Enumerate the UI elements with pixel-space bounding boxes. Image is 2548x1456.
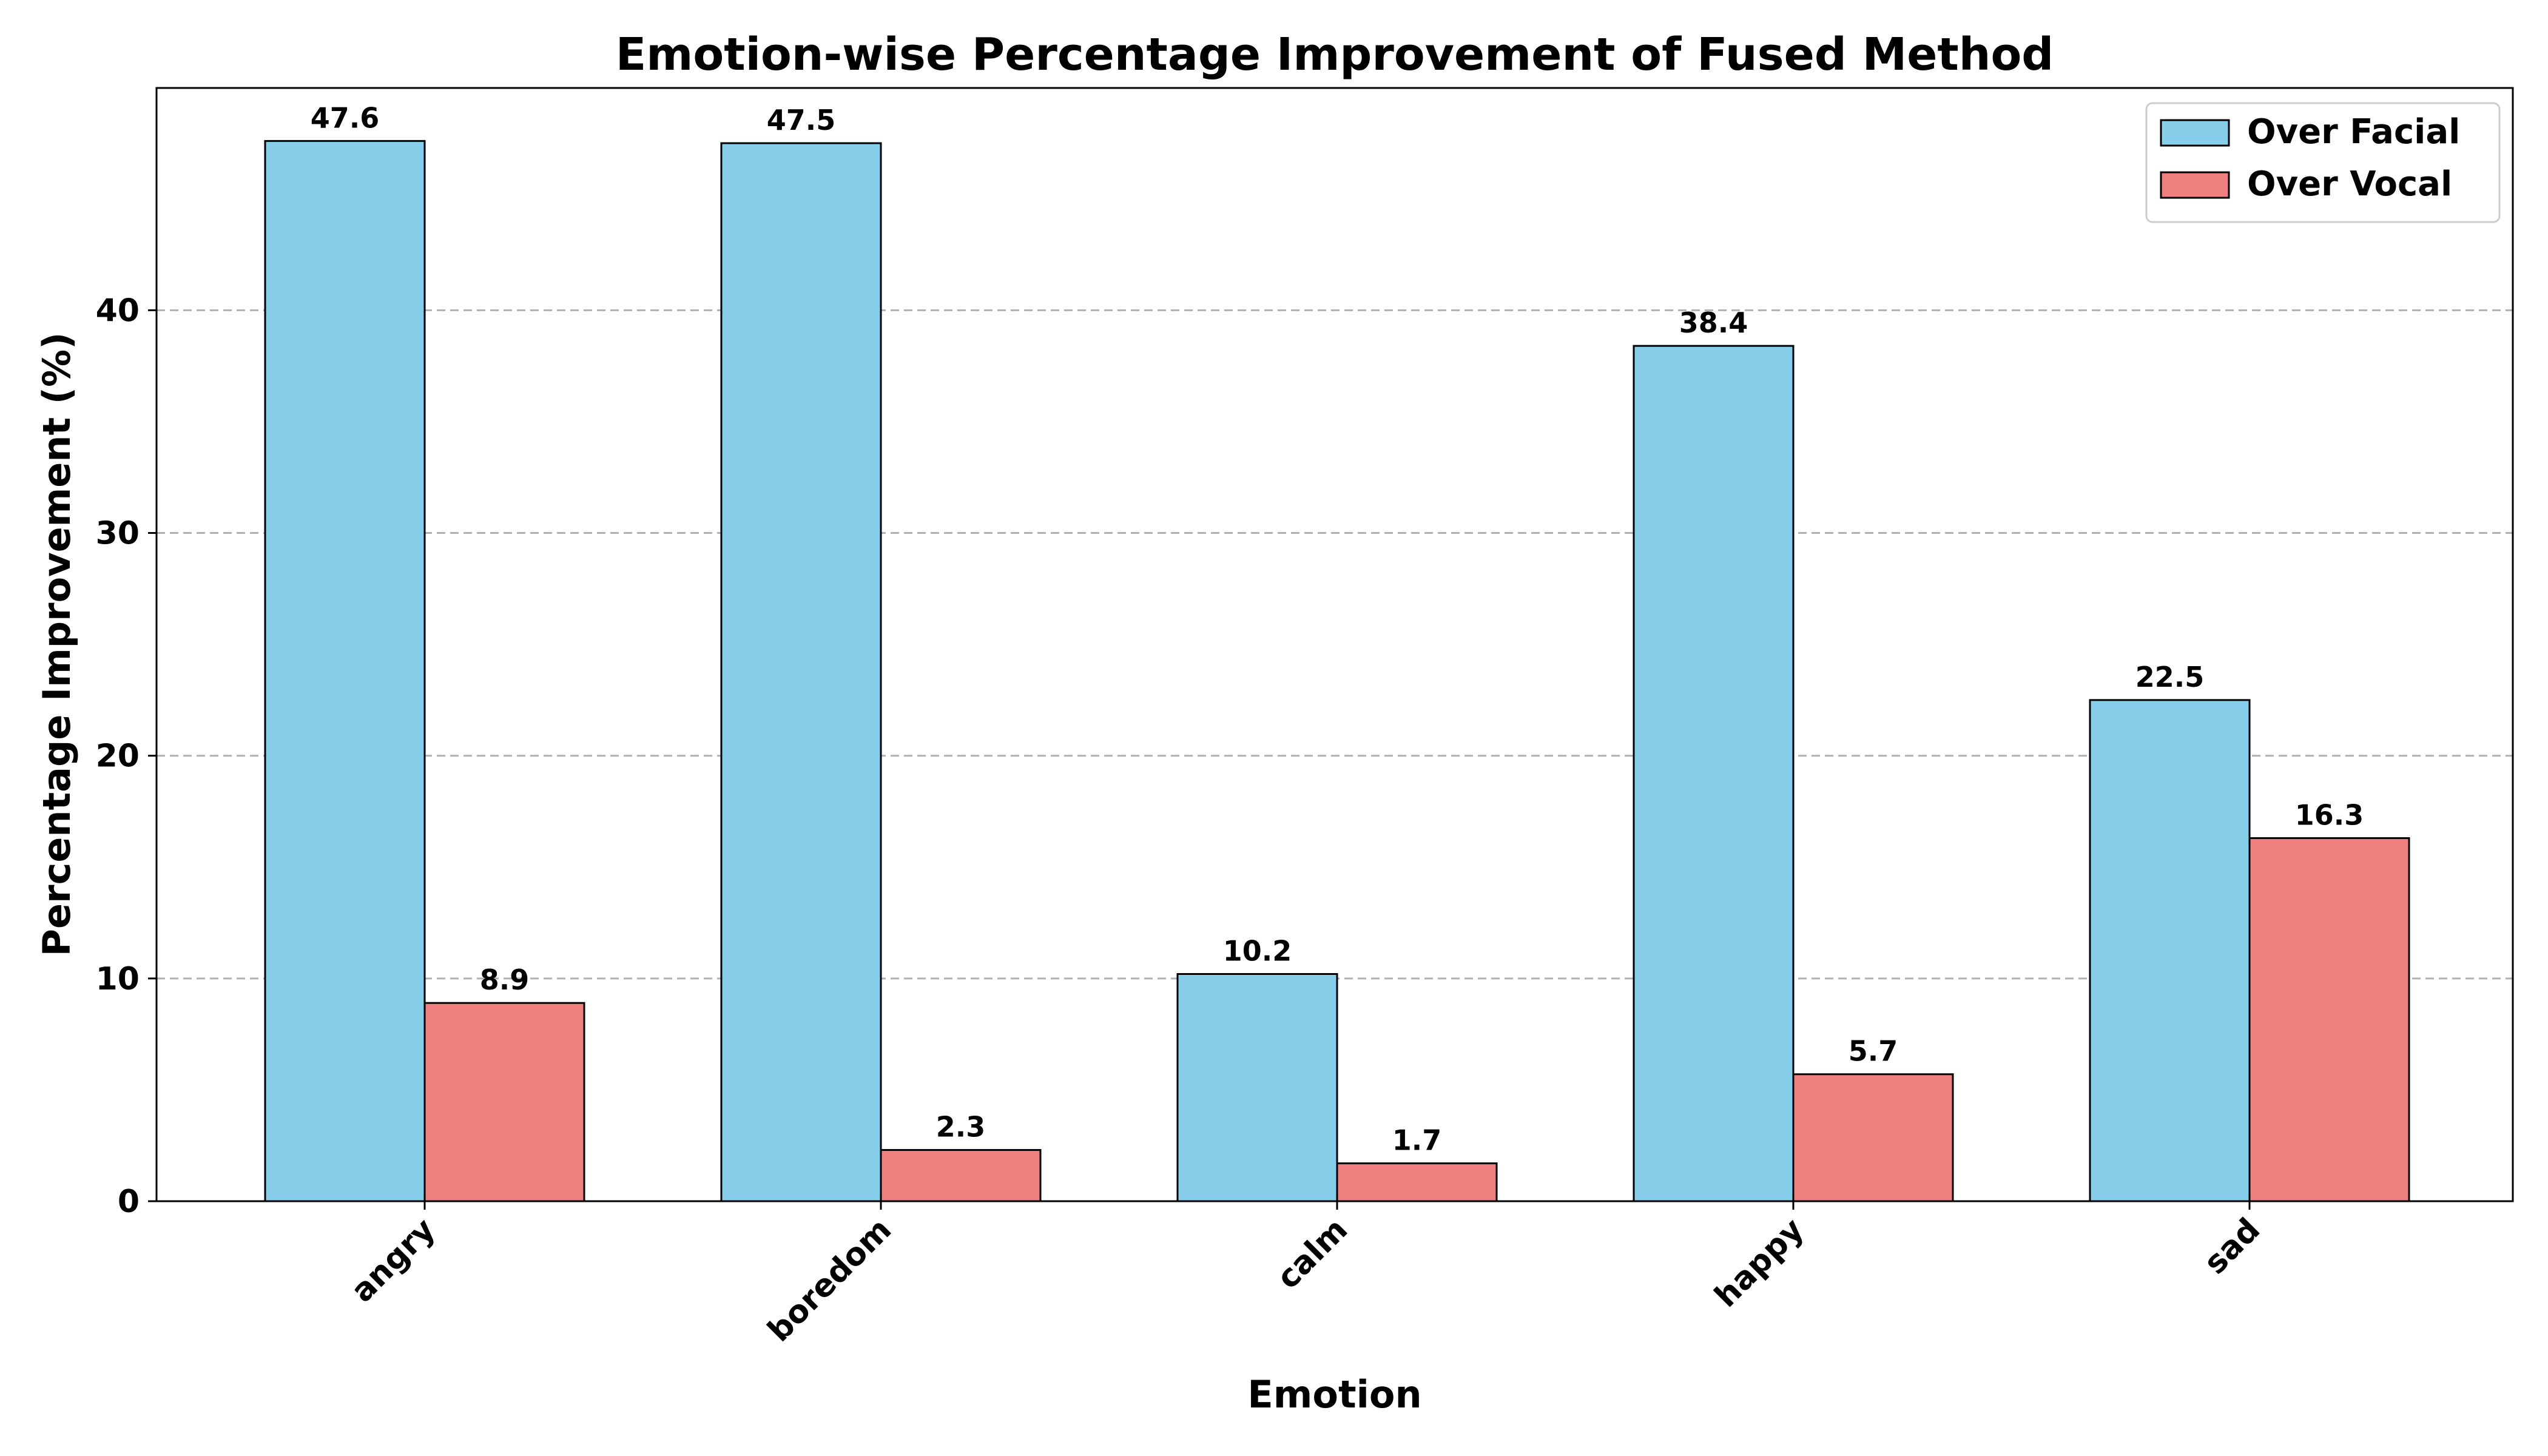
legend: Over Facial Over Vocal bbox=[2145, 102, 2501, 223]
data-labels: 47.6 8.9 47.5 2.3 10.2 1.7 38.4 5.7 22.5 16.3 bbox=[311, 101, 2364, 1156]
data-label-over-facial-boredom: 47.5 bbox=[767, 104, 836, 136]
data-label-over-facial-happy: 38.4 bbox=[1679, 306, 1748, 339]
bar-over-facial-happy bbox=[1633, 345, 1795, 1202]
x-axis-label: Emotion bbox=[1247, 1372, 1421, 1417]
data-label-over-vocal-angry: 8.9 bbox=[480, 963, 530, 996]
bar-over-facial-boredom bbox=[720, 142, 882, 1202]
data-label-over-vocal-calm: 1.7 bbox=[1392, 1124, 1442, 1157]
chart-title: Emotion-wise Percentage Improvement of F… bbox=[616, 29, 2054, 81]
bars bbox=[264, 140, 2410, 1202]
legend-label-over-vocal: Over Vocal bbox=[2247, 164, 2452, 204]
legend-label-over-facial: Over Facial bbox=[2247, 112, 2460, 152]
y-tick-label: 0 bbox=[118, 1184, 140, 1220]
data-label-over-vocal-happy: 5.7 bbox=[1849, 1035, 1898, 1068]
bar-over-facial-sad bbox=[2089, 699, 2251, 1202]
bar-over-vocal-happy bbox=[1792, 1073, 1954, 1202]
plot-area-frame bbox=[155, 87, 2514, 1202]
data-label-over-facial-sad: 22.5 bbox=[2135, 661, 2205, 693]
y-tick-label: 30 bbox=[96, 516, 140, 552]
data-label-over-vocal-boredom: 2.3 bbox=[936, 1111, 986, 1144]
legend-swatch-over-vocal bbox=[2160, 171, 2230, 199]
y-tick-label: 40 bbox=[96, 292, 140, 329]
bar-over-vocal-boredom bbox=[880, 1149, 1042, 1202]
bar-over-vocal-sad bbox=[2248, 837, 2410, 1202]
bar-over-vocal-calm bbox=[1336, 1162, 1498, 1202]
y-axis-label: Percentage Improvement (%) bbox=[35, 332, 79, 957]
y-tick-label: 10 bbox=[96, 961, 140, 997]
y-tick-label: 20 bbox=[96, 738, 140, 775]
data-label-over-facial-angry: 47.6 bbox=[311, 101, 380, 134]
bar-over-vocal-angry bbox=[423, 1002, 585, 1202]
y-axis-ticks: 0 10 20 30 40 bbox=[96, 292, 157, 1220]
bar-over-facial-calm bbox=[1176, 973, 1338, 1202]
legend-swatch-over-facial bbox=[2160, 119, 2230, 147]
legend-box bbox=[2145, 102, 2501, 223]
bar-over-facial-angry bbox=[264, 140, 426, 1202]
data-label-over-facial-calm: 10.2 bbox=[1223, 935, 1292, 968]
data-label-over-vocal-sad: 16.3 bbox=[2295, 799, 2364, 832]
